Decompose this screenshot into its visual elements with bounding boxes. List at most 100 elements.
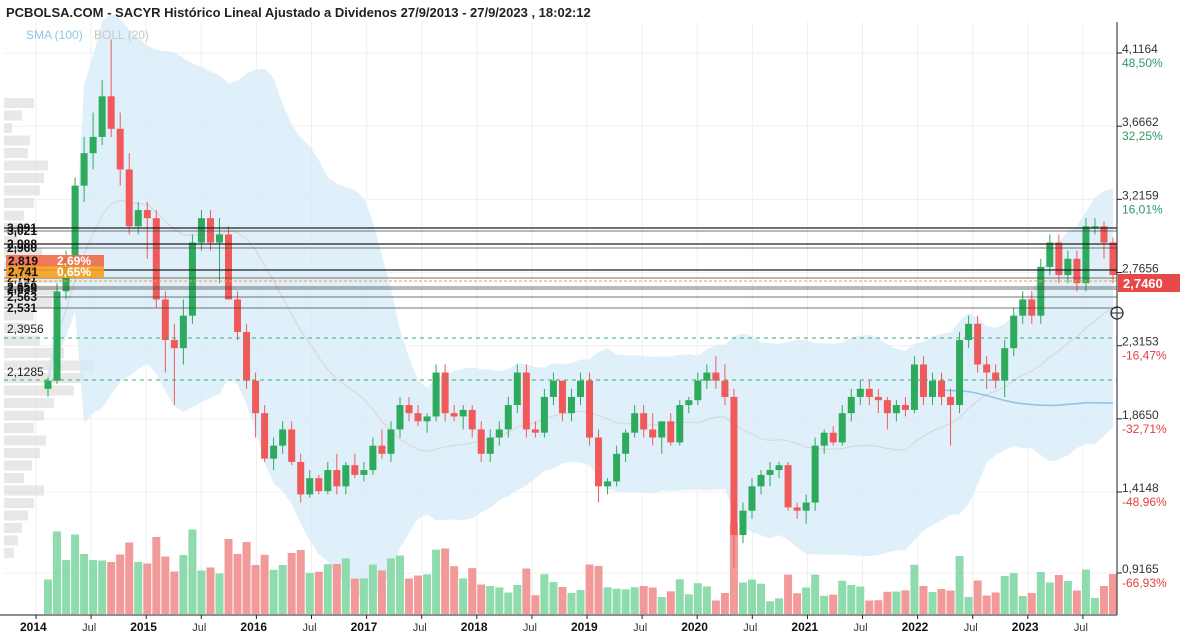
candle-body[interactable] [215, 234, 223, 243]
candle-body[interactable] [631, 413, 639, 433]
candle-body[interactable] [802, 502, 810, 511]
candle-body[interactable] [874, 396, 882, 401]
candle-body[interactable] [965, 323, 973, 341]
candle-body[interactable] [107, 96, 115, 129]
candle-body[interactable] [1046, 242, 1054, 267]
candle-body[interactable] [938, 380, 946, 397]
candle-body[interactable] [1019, 299, 1027, 316]
candle-body[interactable] [703, 372, 711, 381]
candle-body[interactable] [468, 409, 476, 430]
candle-body[interactable] [558, 380, 566, 414]
candle-body[interactable] [252, 380, 260, 414]
candle-body[interactable] [820, 432, 828, 446]
candle-body[interactable] [838, 413, 846, 443]
candle-body[interactable] [1100, 226, 1108, 243]
candle-body[interactable] [586, 380, 594, 438]
candle-body[interactable] [143, 210, 151, 219]
candle-body[interactable] [721, 380, 729, 397]
candle-body[interactable] [414, 413, 422, 422]
candle-body[interactable] [856, 388, 864, 397]
candle-body[interactable] [784, 465, 792, 508]
candle-body[interactable] [504, 405, 512, 430]
candle-body[interactable] [901, 405, 909, 410]
candlesticks[interactable] [44, 39, 1117, 568]
candle-body[interactable] [206, 218, 214, 243]
candle-body[interactable] [288, 429, 296, 462]
candle-body[interactable] [865, 388, 873, 397]
candle-body[interactable] [486, 437, 494, 454]
candle-body[interactable] [892, 405, 900, 414]
candle-body[interactable] [225, 234, 233, 300]
candle-body[interactable] [450, 413, 458, 417]
candle-body[interactable] [44, 380, 52, 389]
candle-body[interactable] [649, 429, 657, 438]
candle-body[interactable] [522, 372, 530, 430]
candle-body[interactable] [685, 400, 693, 406]
candle-body[interactable] [992, 372, 1000, 381]
candle-body[interactable] [333, 470, 341, 487]
candle-body[interactable] [919, 364, 927, 397]
candle-body[interactable] [53, 291, 61, 381]
candle-body[interactable] [188, 242, 196, 316]
candle-body[interactable] [983, 364, 991, 373]
candle-body[interactable] [396, 405, 404, 430]
candle-body[interactable] [441, 372, 449, 414]
candle-body[interactable] [739, 510, 747, 536]
level-badge[interactable] [6, 266, 104, 278]
candle-body[interactable] [595, 437, 603, 487]
candle-body[interactable] [324, 470, 332, 492]
candle-body[interactable] [98, 96, 106, 137]
candle-body[interactable] [766, 470, 774, 475]
last-price-badge[interactable] [1118, 274, 1180, 292]
candle-body[interactable] [342, 465, 350, 487]
price-levels[interactable]: 3,0913,0212,9882,9602,8192,7412,6592,635… [4, 221, 1124, 381]
candle-body[interactable] [179, 315, 187, 349]
candle-body[interactable] [134, 210, 142, 227]
candle-body[interactable] [161, 299, 169, 341]
candle-body[interactable] [694, 380, 702, 401]
candle-body[interactable] [125, 169, 133, 227]
candle-body[interactable] [757, 474, 765, 487]
candle-body[interactable] [613, 453, 621, 482]
candle-body[interactable] [775, 465, 783, 471]
candle-body[interactable] [567, 396, 575, 414]
candle-body[interactable] [531, 429, 539, 433]
candle-body[interactable] [577, 380, 584, 397]
candle-body[interactable] [243, 331, 251, 381]
candle-body[interactable] [748, 486, 756, 511]
candle-body[interactable] [549, 380, 557, 397]
candle-body[interactable] [495, 429, 503, 438]
candle-body[interactable] [234, 299, 242, 332]
candle-body[interactable] [297, 461, 305, 495]
candle-body[interactable] [883, 400, 891, 414]
candle-body[interactable] [974, 323, 982, 365]
candle-body[interactable] [676, 405, 684, 443]
candle-body[interactable] [712, 372, 720, 381]
candle-body[interactable] [405, 405, 413, 414]
candle-body[interactable] [1010, 315, 1018, 349]
candle-body[interactable] [928, 380, 936, 397]
candle-body[interactable] [640, 413, 648, 430]
candle-body[interactable] [811, 445, 819, 503]
candle-body[interactable] [793, 507, 801, 511]
candle-body[interactable] [315, 478, 323, 492]
candle-body[interactable] [847, 396, 855, 414]
candle-body[interactable] [1109, 242, 1117, 276]
candle-body[interactable] [459, 409, 467, 417]
candle-body[interactable] [667, 421, 675, 443]
candle-body[interactable] [622, 432, 630, 454]
candle-body[interactable] [351, 465, 359, 475]
candle-body[interactable] [1028, 299, 1036, 316]
candle-body[interactable] [1091, 226, 1099, 228]
candle-body[interactable] [730, 396, 738, 536]
level-badge[interactable] [6, 255, 104, 267]
candle-body[interactable] [378, 445, 386, 454]
candle-body[interactable] [1073, 258, 1081, 284]
candle-body[interactable] [956, 340, 964, 406]
candle-body[interactable] [513, 372, 521, 406]
candle-body[interactable] [152, 218, 160, 300]
candle-body[interactable] [261, 413, 269, 459]
candle-body[interactable] [369, 445, 377, 471]
candle-body[interactable] [197, 218, 205, 243]
candle-body[interactable] [947, 396, 955, 406]
